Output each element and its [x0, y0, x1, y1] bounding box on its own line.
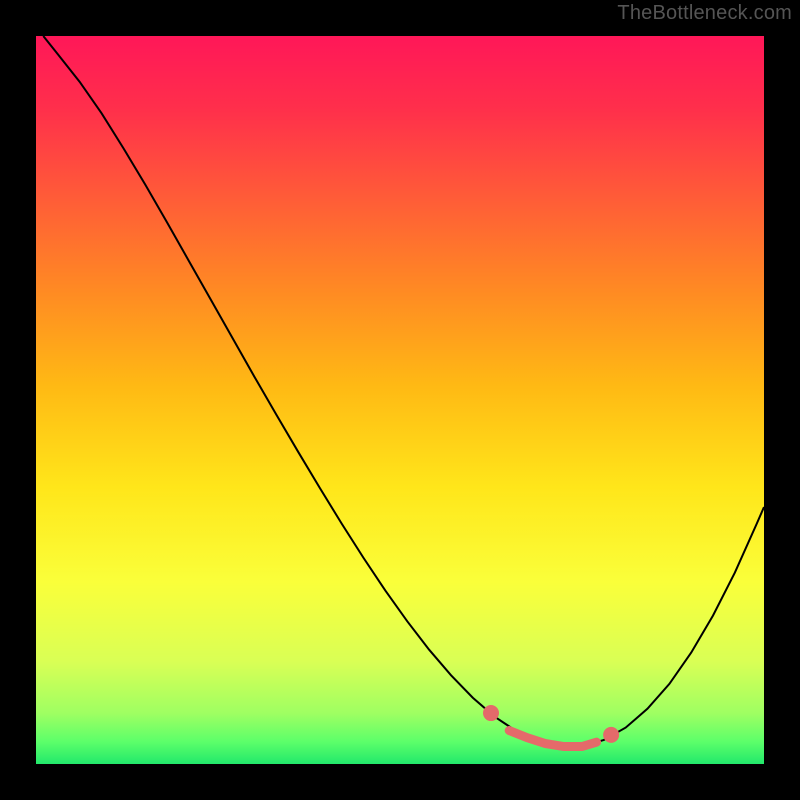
marker-dot — [603, 727, 619, 743]
optimal-range-highlight — [509, 731, 596, 747]
chart-overlay — [36, 36, 764, 764]
bottleneck-curve — [43, 36, 764, 747]
marker-dot — [483, 705, 499, 721]
watermark-text: TheBottleneck.com — [617, 2, 792, 25]
chart-frame: TheBottleneck.com — [0, 0, 800, 800]
marker-group — [483, 705, 619, 743]
plot-area — [36, 36, 764, 764]
